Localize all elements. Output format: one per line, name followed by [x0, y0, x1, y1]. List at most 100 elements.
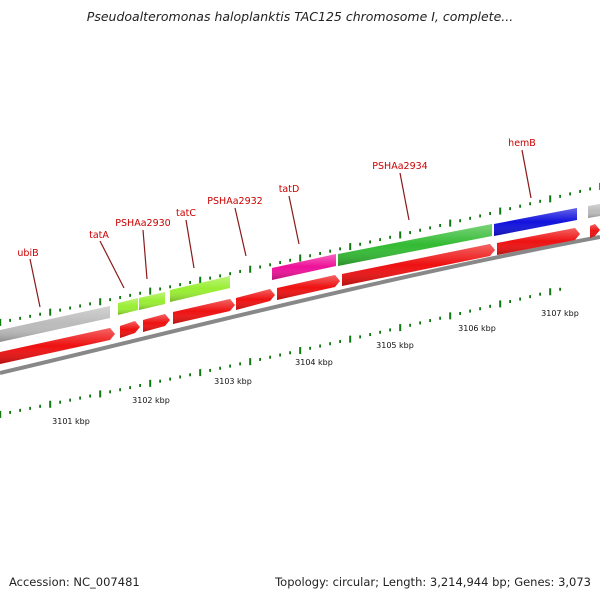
inner-tick: [209, 276, 211, 280]
kbp-label: 3103 kbp: [214, 377, 252, 386]
gene-leader-line: [142, 229, 148, 280]
inner-tick: [469, 216, 471, 220]
inner-tick: [379, 238, 381, 242]
gene-block-shade: [338, 224, 492, 266]
gene-block-shade: [494, 208, 577, 236]
gene-label[interactable]: tatD: [279, 184, 300, 195]
outer-tick: [239, 362, 241, 366]
inner-tick: [499, 207, 502, 215]
inner-tick: [159, 287, 161, 291]
outer-tick: [519, 297, 521, 301]
accession-text: Accession: NC_007481: [9, 575, 140, 589]
inner-tick: [289, 258, 291, 262]
outer-tick: [299, 347, 302, 354]
outer-tick: [129, 386, 131, 390]
inner-tick: [399, 231, 402, 239]
inner-tick: [329, 249, 331, 253]
inner-tick: [559, 194, 561, 198]
gene-label[interactable]: tatA: [89, 230, 109, 241]
gene-block-shade: [0, 306, 110, 342]
outer-tick: [359, 335, 361, 339]
inner-tick: [349, 243, 352, 251]
inner-tick: [269, 263, 271, 267]
kbp-label: 3101 kbp: [52, 417, 90, 426]
inner-tick: [199, 276, 202, 284]
inner-tick: [569, 192, 571, 196]
inner-tick: [369, 240, 371, 244]
gene-block-shade: [588, 204, 600, 218]
inner-tick: [339, 247, 341, 251]
inner-tick: [59, 308, 61, 312]
outer-tick: [109, 390, 111, 394]
outer-tick: [19, 408, 21, 412]
gene-label[interactable]: tatC: [176, 208, 196, 219]
outer-tick: [79, 396, 81, 400]
outer-tick: [429, 319, 431, 323]
outer-tick: [469, 309, 471, 313]
gene-leader-line: [99, 240, 125, 289]
outer-tick: [189, 373, 191, 377]
inner-tick: [579, 189, 581, 193]
inner-tick: [249, 265, 252, 273]
outer-tick: [379, 330, 381, 334]
inner-tick: [39, 312, 41, 316]
cds-arrow-shade: [590, 224, 600, 238]
inner-tick: [129, 293, 131, 297]
outer-tick: [249, 358, 252, 366]
outer-tick: [539, 292, 541, 296]
outer-tick: [319, 344, 321, 348]
cds-arrow-shade: [0, 328, 115, 364]
gene-label[interactable]: PSHAa2934: [372, 161, 427, 172]
outer-tick: [49, 400, 52, 408]
inner-tick: [169, 285, 171, 289]
gene-leader-line: [29, 258, 41, 308]
kbp-label: 3107 kbp: [541, 309, 579, 318]
cds-arrow-shade: [120, 321, 140, 338]
outer-tick: [449, 312, 452, 320]
inner-tick: [519, 204, 521, 208]
gene-label[interactable]: ubiB: [17, 248, 38, 259]
outer-tick: [409, 323, 411, 327]
inner-tick: [309, 254, 311, 258]
outer-tick: [169, 377, 171, 381]
cds-arrow-shade: [342, 244, 495, 286]
inner-tick: [479, 214, 481, 218]
inner-tick: [19, 316, 21, 320]
gene-leader-line: [288, 195, 300, 245]
gene-block-shade: [139, 292, 165, 310]
gene-label[interactable]: hemB: [508, 138, 536, 149]
inner-tick: [549, 195, 552, 203]
inner-tick: [409, 231, 411, 235]
chromosome-backbone: [0, 235, 600, 375]
gene-leader-line: [234, 207, 247, 257]
outer-tick: [389, 328, 391, 332]
gene-label[interactable]: PSHAa2932: [207, 196, 262, 207]
inner-tick: [539, 199, 541, 203]
outer-tick: [559, 287, 561, 291]
inner-tick: [299, 254, 302, 262]
inner-tick: [0, 318, 2, 326]
gene-leader-line: [399, 172, 410, 221]
gene-leader-line: [185, 219, 195, 269]
inner-tick: [279, 261, 281, 265]
outer-tick: [219, 366, 221, 370]
kbp-label: 3102 kbp: [132, 396, 170, 405]
gene-block-shade: [118, 298, 138, 315]
inner-tick: [219, 274, 221, 278]
outer-tick: [209, 368, 211, 372]
gene-block-shade: [272, 254, 336, 280]
outer-tick: [199, 369, 202, 377]
outer-tick: [119, 388, 121, 392]
inner-tick: [389, 235, 391, 239]
gene-label[interactable]: PSHAa2930: [115, 218, 170, 229]
cds-arrow-shade: [236, 289, 275, 310]
outer-tick: [59, 400, 61, 404]
inner-tick: [529, 202, 531, 206]
outer-tick: [269, 355, 271, 359]
outer-tick: [259, 357, 261, 361]
outer-tick: [419, 321, 421, 325]
inner-tick: [179, 283, 181, 287]
inner-tick: [79, 304, 81, 308]
